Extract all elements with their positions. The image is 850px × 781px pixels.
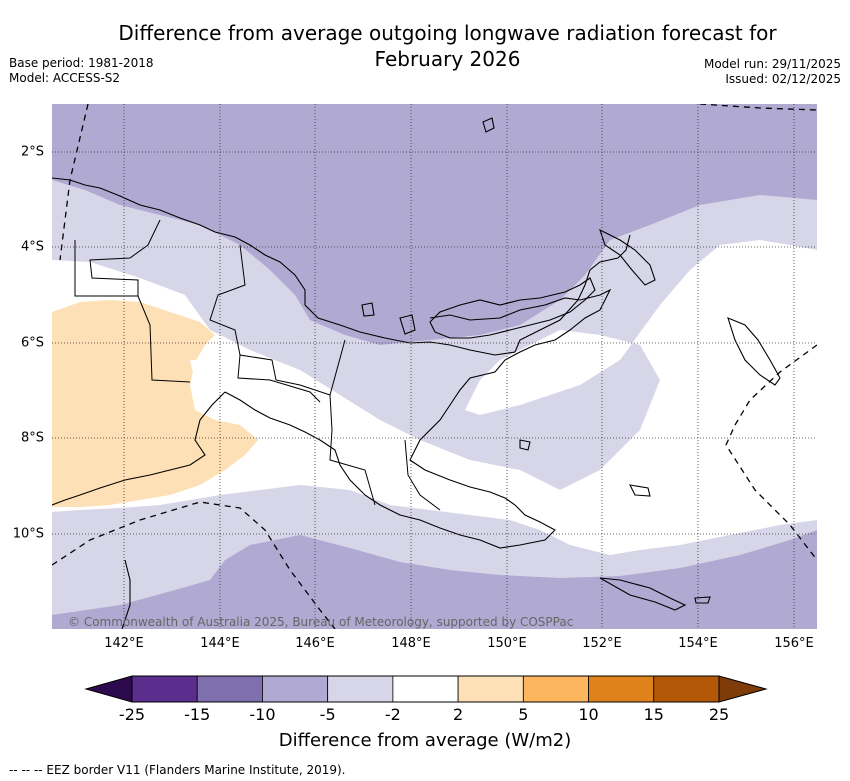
anomaly-region-positive	[52, 300, 258, 507]
longitude-label: 156°E	[774, 636, 814, 651]
meta-right: Model run: 29/11/2025 Issued: 02/12/2025	[704, 57, 841, 87]
colorbar-frame	[131, 675, 720, 703]
colorbar-tick-label: -2	[384, 705, 401, 724]
colorbar-arrow-left	[84, 675, 133, 703]
latitude-label: 2°S	[20, 144, 44, 160]
colorbar-cell	[457, 675, 524, 703]
colorbar	[84, 675, 768, 703]
island-bougainville	[727, 317, 781, 386]
borders	[74, 219, 441, 511]
colorbar-tick-label: 2	[453, 705, 464, 724]
model-name: Model: ACCESS-S2	[9, 71, 121, 85]
longitude-label: 142°E	[104, 636, 144, 651]
colorbar-cell	[131, 675, 198, 703]
colorbar-arrow-right	[718, 675, 768, 703]
longitude-label: 154°E	[678, 636, 718, 651]
eez-south	[52, 501, 336, 629]
latitude-label: 6°S	[20, 335, 44, 351]
model-run: Model run: 29/11/2025	[703, 57, 841, 71]
longitude-label: 148°E	[391, 636, 431, 651]
map-area: © Commonwealth of Australia 2025, Bureau…	[52, 104, 817, 629]
title-line-1: Difference from average outgoing longwav…	[118, 21, 777, 45]
base-period: Base period: 1981-2018	[9, 56, 154, 70]
colorbar-tick-label: -10	[249, 705, 276, 724]
longitude-label: 152°E	[582, 636, 622, 651]
coastlines	[52, 117, 781, 629]
colorbar-cell	[196, 675, 263, 703]
title-line-2: February 2026	[374, 47, 521, 71]
island-manus	[482, 117, 495, 133]
issued-date: Issued: 02/12/2025	[725, 72, 841, 86]
colorbar-cell	[522, 675, 589, 703]
colorbar-tick-label: 25	[708, 705, 730, 724]
border-west	[74, 219, 161, 297]
colorbar-tick-label: 15	[643, 705, 664, 724]
colorbar-cell	[653, 675, 720, 703]
border-gulf	[237, 354, 321, 403]
eez-northeast	[699, 104, 817, 111]
cape-york	[121, 559, 131, 629]
colorbar-tick-label: -25	[118, 705, 146, 724]
colorbar-tick-label: -15	[184, 705, 211, 724]
colorbar-tick-label: -5	[319, 705, 336, 724]
colorbar-cell	[262, 675, 329, 703]
island-umboi	[361, 302, 375, 317]
eez-border	[52, 104, 817, 629]
meta-left: Base period: 1981-2018 Model: ACCESS-S2	[9, 56, 154, 86]
colorbar-cell	[392, 675, 459, 703]
colorbar-cells	[131, 675, 720, 703]
longitude-label: 144°E	[200, 636, 240, 651]
longitude-label: 146°E	[295, 636, 335, 651]
island-rossel	[694, 596, 711, 604]
map-title: Difference from average outgoing longwav…	[80, 20, 815, 72]
colorbar-cell	[327, 675, 394, 703]
colorbar-tick-label: 5	[518, 705, 529, 724]
latitude-label: 4°S	[20, 239, 44, 255]
island-louisiade	[599, 577, 687, 611]
longitude-label: 150°E	[487, 636, 527, 651]
border-oro	[404, 439, 441, 511]
coast-south	[52, 391, 226, 506]
eez-west	[59, 104, 89, 261]
latitude-label: 10°S	[12, 526, 44, 542]
eez-east	[725, 344, 817, 561]
island-trobriand	[519, 439, 531, 451]
colorbar-tick-label: 10	[578, 705, 599, 724]
eez-footnote: -- -- -- EEZ border V11 (Flanders Marine…	[9, 763, 346, 777]
anomaly-region-north	[52, 104, 817, 345]
border-east	[329, 394, 376, 506]
gridlines	[52, 104, 817, 629]
latitude-label: 8°S	[20, 430, 44, 446]
neutral-region-center	[52, 240, 817, 555]
colorbar-cell	[588, 675, 655, 703]
coast-papuan-peninsula	[224, 288, 612, 549]
island-woodlark	[629, 484, 651, 497]
copyright-credit: © Commonwealth of Australia 2025, Bureau…	[68, 615, 573, 629]
island-karkar	[399, 314, 416, 335]
colorbar-label: Difference from average (W/m2)	[278, 730, 572, 751]
neutral-region-inner	[190, 360, 240, 382]
border-sandaun	[137, 295, 191, 383]
island-new-britain	[429, 277, 596, 339]
anomaly-region-south	[52, 530, 817, 629]
island-new-ireland	[599, 228, 656, 286]
